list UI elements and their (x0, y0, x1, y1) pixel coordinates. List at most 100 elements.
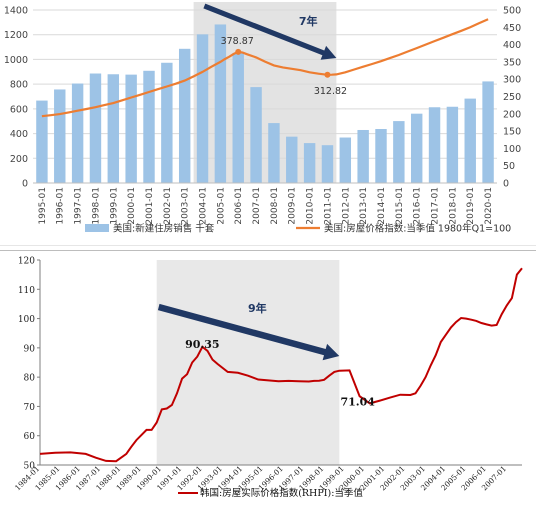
x-tick-label: 2004-01 (199, 187, 209, 225)
arrow-label: 7年 (299, 14, 318, 28)
x-tick-label: 2011-01 (323, 187, 333, 225)
x-tick-label: 1996-01 (56, 187, 66, 225)
x-tick-label: 2012-01 (341, 187, 351, 225)
rhpi-line (39, 267, 523, 463)
y-tick-label: 120 (18, 257, 35, 267)
x-tick-label: 2018-01 (448, 187, 458, 225)
x-tick-label: 2003-01 (181, 187, 191, 225)
bar (357, 129, 369, 183)
y-tick-label: 70 (24, 403, 36, 413)
callout-marker (235, 48, 242, 55)
legend-label-bar: 美国:新建住房销售 千套 (113, 223, 215, 235)
bar (54, 89, 66, 183)
bar (107, 74, 120, 183)
bar (71, 83, 84, 183)
y-right-tick-label: 500 (503, 6, 521, 17)
x-tick-label: 2015-01 (395, 187, 405, 225)
y-tick-label: 60 (24, 432, 36, 442)
legend-swatch-bar (85, 224, 109, 232)
us-housing-chart: 378.87 312.82 0200400600800100012001400 … (4, 2, 521, 235)
bar (321, 145, 334, 183)
y-right-tick-label: 250 (503, 92, 521, 103)
bar (446, 106, 459, 183)
bar (89, 73, 102, 183)
legend: 韩国:房屋实际价格指数(RHPI):当季值 (178, 487, 363, 499)
y-right-tick-label: 400 (503, 40, 521, 51)
bar (339, 137, 352, 183)
bar (232, 53, 244, 183)
y-right-tick-label: 350 (503, 57, 521, 68)
y-left-tick-label: 600 (10, 104, 28, 115)
x-tick-label: 2014-01 (377, 187, 387, 225)
bar (428, 107, 441, 183)
price-index-line (41, 18, 489, 118)
y-right-tick-label: 200 (503, 109, 521, 120)
bar (125, 74, 137, 183)
arrow-shape (157, 303, 340, 361)
trough-callout-label: 71.04 (340, 395, 375, 408)
x-tick-label: 1995-01 (38, 187, 48, 225)
bar-series (36, 24, 494, 184)
peak-callout-label: 378.87 (221, 36, 254, 47)
x-tick-label: 2020-01 (484, 187, 494, 225)
bar (410, 113, 423, 183)
y-left-tick-label: 1000 (4, 55, 28, 66)
bar (286, 136, 298, 183)
y-right-tick-label: 100 (503, 144, 521, 155)
y-right-tick-label: 0 (503, 179, 509, 190)
bar (36, 100, 48, 183)
bar (214, 24, 227, 184)
y-left-tick-label: 400 (10, 129, 28, 140)
x-tick-label: 2001-01 (145, 187, 155, 225)
shaded-period (156, 260, 340, 465)
y-right-tick-label: 300 (503, 75, 521, 86)
legend: 美国:新建住房销售 千套 美国:房屋价格指数:当季值 1980年Q1=100 (85, 223, 511, 235)
legend-label-line: 韩国:房屋实际价格指数(RHPI):当季值 (200, 487, 363, 499)
x-tick-label: 2006-01 (234, 187, 244, 225)
peak-callout-label: 90.35 (185, 338, 219, 351)
y-axis-right-ticks: 0 50 100 150 200 250 300 350 400 450 500 (503, 6, 521, 190)
bar (178, 48, 191, 184)
y-tick-label: 80 (24, 374, 36, 384)
bar (250, 87, 262, 183)
y-left-tick-label: 1200 (4, 30, 28, 41)
y-left-tick-label: 0 (22, 179, 28, 190)
x-tick-label: 1999-01 (109, 187, 119, 225)
x-tick-label: 2002-01 (163, 187, 173, 225)
y-left-tick-label: 1400 (4, 6, 28, 17)
x-tick-label: 2017-01 (431, 187, 441, 225)
x-tick-label: 2016-01 (413, 187, 423, 225)
x-tick-label: 2005-01 (216, 187, 226, 225)
x-tick-label: 1998-01 (91, 187, 101, 225)
bar (464, 98, 476, 183)
y-left-tick-label: 800 (10, 80, 28, 91)
x-tick-label: 2013-01 (359, 187, 369, 225)
y-tick-label: 110 (18, 286, 35, 296)
trough-callout-label: 312.82 (314, 86, 347, 97)
y-tick-label: 90 (24, 344, 36, 354)
arrow-shape (203, 3, 337, 60)
y-tick-label: 50 (24, 462, 36, 472)
x-tick-label: 2008-01 (270, 187, 280, 225)
bar (375, 128, 387, 183)
legend-label-line: 美国:房屋价格指数:当季值 1980年Q1=100 (324, 223, 511, 235)
y-left-tick-label: 200 (10, 154, 28, 165)
period-arrow: 9年 (157, 301, 340, 361)
period-arrow: 7年 (203, 3, 337, 60)
y-right-tick-label: 50 (503, 161, 515, 172)
y-right-tick-label: 150 (503, 127, 521, 138)
bar (393, 121, 405, 183)
bar (482, 81, 494, 183)
x-axis-ticks: 1995-01 1996-01 1997-01 1998-01 1999-01 2000-… (38, 187, 494, 225)
bar (161, 62, 173, 183)
x-tick-label: 1997-01 (74, 187, 84, 225)
y-tick-label: 100 (18, 315, 35, 325)
x-tick-label: 2000-01 (127, 187, 137, 225)
x-tick-label: 2009-01 (288, 187, 298, 225)
callout-markers (235, 48, 331, 78)
bar (303, 143, 316, 183)
arrow-label: 9年 (248, 301, 267, 315)
bar (143, 70, 155, 183)
callout-marker (324, 71, 331, 78)
